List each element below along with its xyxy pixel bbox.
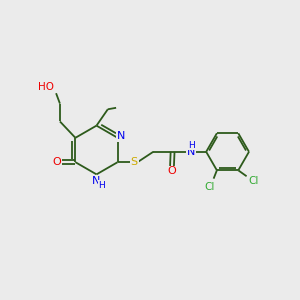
- Text: Cl: Cl: [204, 182, 214, 192]
- Text: Cl: Cl: [248, 176, 258, 186]
- Text: HO: HO: [38, 82, 54, 92]
- Text: S: S: [131, 157, 138, 167]
- Text: H: H: [188, 141, 194, 150]
- Text: O: O: [52, 157, 61, 167]
- Text: N: N: [92, 176, 100, 186]
- Text: N: N: [117, 131, 125, 141]
- Text: H: H: [98, 181, 105, 190]
- Text: N: N: [187, 147, 195, 157]
- Text: O: O: [168, 167, 176, 176]
